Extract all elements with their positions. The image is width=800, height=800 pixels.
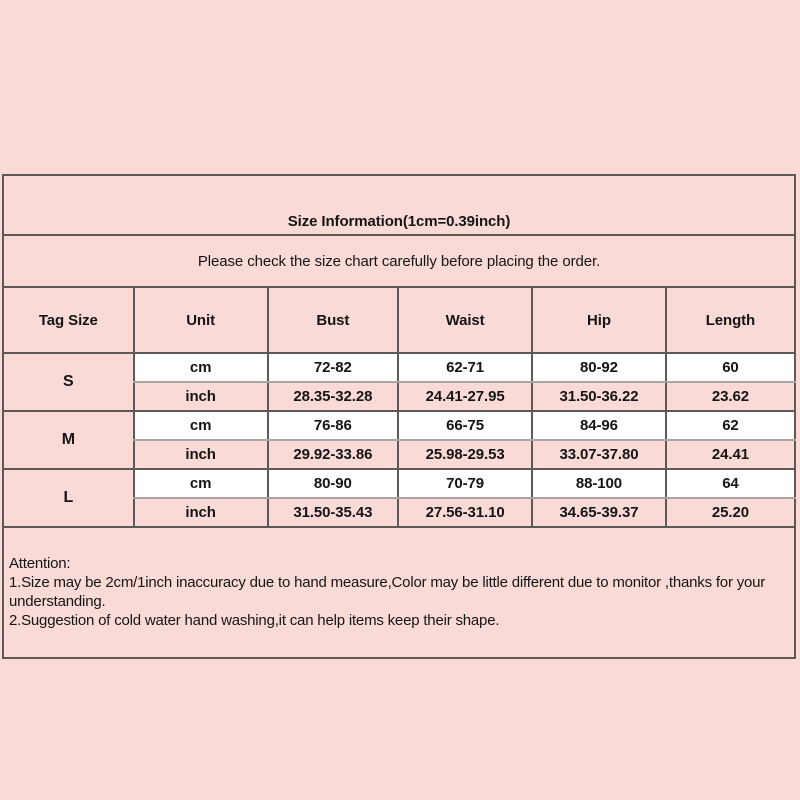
value-cell: 84-96 — [531, 411, 666, 441]
size-table: Size Information(1cm=0.39inch) Please ch… — [2, 174, 796, 659]
value-cell: 62-71 — [397, 353, 533, 383]
column-header-row: Tag Size Unit Bust Waist Hip Length — [3, 287, 795, 354]
tag-size-label: S — [3, 353, 134, 412]
value-cell: 34.65-39.37 — [531, 498, 666, 528]
table-row-m-cm: M cm 76-86 66-75 84-96 62 — [3, 411, 795, 470]
value-cell: 80-90 — [266, 469, 399, 499]
title-row: Size Information(1cm=0.39inch) — [3, 175, 795, 236]
tag-size-label: M — [3, 411, 134, 470]
value-cell: 27.56-31.10 — [397, 498, 533, 528]
col-header-tag-size: Tag Size — [3, 287, 134, 354]
value-cell: 29.92-33.86 — [266, 440, 399, 470]
value-cell: 25.98-29.53 — [397, 440, 533, 470]
table-row-l-inch: inch 31.50-35.43 27.56-31.10 34.65-39.37… — [3, 498, 795, 528]
col-header-waist: Waist — [397, 287, 533, 354]
value-cell: 66-75 — [397, 411, 533, 441]
unit-label: inch — [132, 498, 268, 528]
value-cell: 24.41 — [664, 440, 795, 470]
value-cell: 31.50-35.43 — [266, 498, 399, 528]
value-cell: 33.07-37.80 — [531, 440, 666, 470]
value-cell: 28.35-32.28 — [266, 382, 399, 412]
subtitle-note: Please check the size chart carefully be… — [3, 235, 795, 288]
col-header-bust: Bust — [266, 287, 399, 354]
tag-size-label: L — [3, 469, 134, 528]
attention-note: Attention: 1.Size may be 2cm/1inch inacc… — [3, 527, 795, 658]
page-title: Size Information(1cm=0.39inch) — [3, 175, 795, 236]
unit-label: cm — [132, 353, 268, 383]
col-header-unit: Unit — [132, 287, 268, 354]
value-cell: 23.62 — [664, 382, 795, 412]
value-cell: 88-100 — [531, 469, 666, 499]
table-row-m-inch: inch 29.92-33.86 25.98-29.53 33.07-37.80… — [3, 440, 795, 470]
size-chart-panel: Size Information(1cm=0.39inch) Please ch… — [2, 174, 796, 659]
table-row-s-inch: inch 28.35-32.28 24.41-27.95 31.50-36.22… — [3, 382, 795, 412]
value-cell: 76-86 — [266, 411, 399, 441]
attention-heading: Attention: — [9, 555, 71, 572]
attention-item-1: 1.Size may be 2cm/1inch inaccuracy due t… — [9, 574, 766, 610]
value-cell: 64 — [664, 469, 795, 499]
unit-label: inch — [132, 440, 268, 470]
value-cell: 72-82 — [266, 353, 399, 383]
value-cell: 60 — [664, 353, 795, 383]
subtitle-row: Please check the size chart carefully be… — [3, 235, 795, 288]
table-row-l-cm: L cm 80-90 70-79 88-100 64 — [3, 469, 795, 528]
unit-label: inch — [132, 382, 268, 412]
unit-label: cm — [132, 469, 268, 499]
unit-label: cm — [132, 411, 268, 441]
value-cell: 80-92 — [531, 353, 666, 383]
value-cell: 24.41-27.95 — [397, 382, 533, 412]
value-cell: 70-79 — [397, 469, 533, 499]
attention-row: Attention: 1.Size may be 2cm/1inch inacc… — [3, 527, 795, 658]
value-cell: 25.20 — [664, 498, 795, 528]
value-cell: 62 — [664, 411, 795, 441]
col-header-length: Length — [664, 287, 795, 354]
table-row-s-cm: S cm 72-82 62-71 80-92 60 — [3, 353, 795, 412]
col-header-hip: Hip — [531, 287, 666, 354]
attention-item-2: 2.Suggestion of cold water hand washing,… — [9, 612, 500, 629]
value-cell: 31.50-36.22 — [531, 382, 666, 412]
